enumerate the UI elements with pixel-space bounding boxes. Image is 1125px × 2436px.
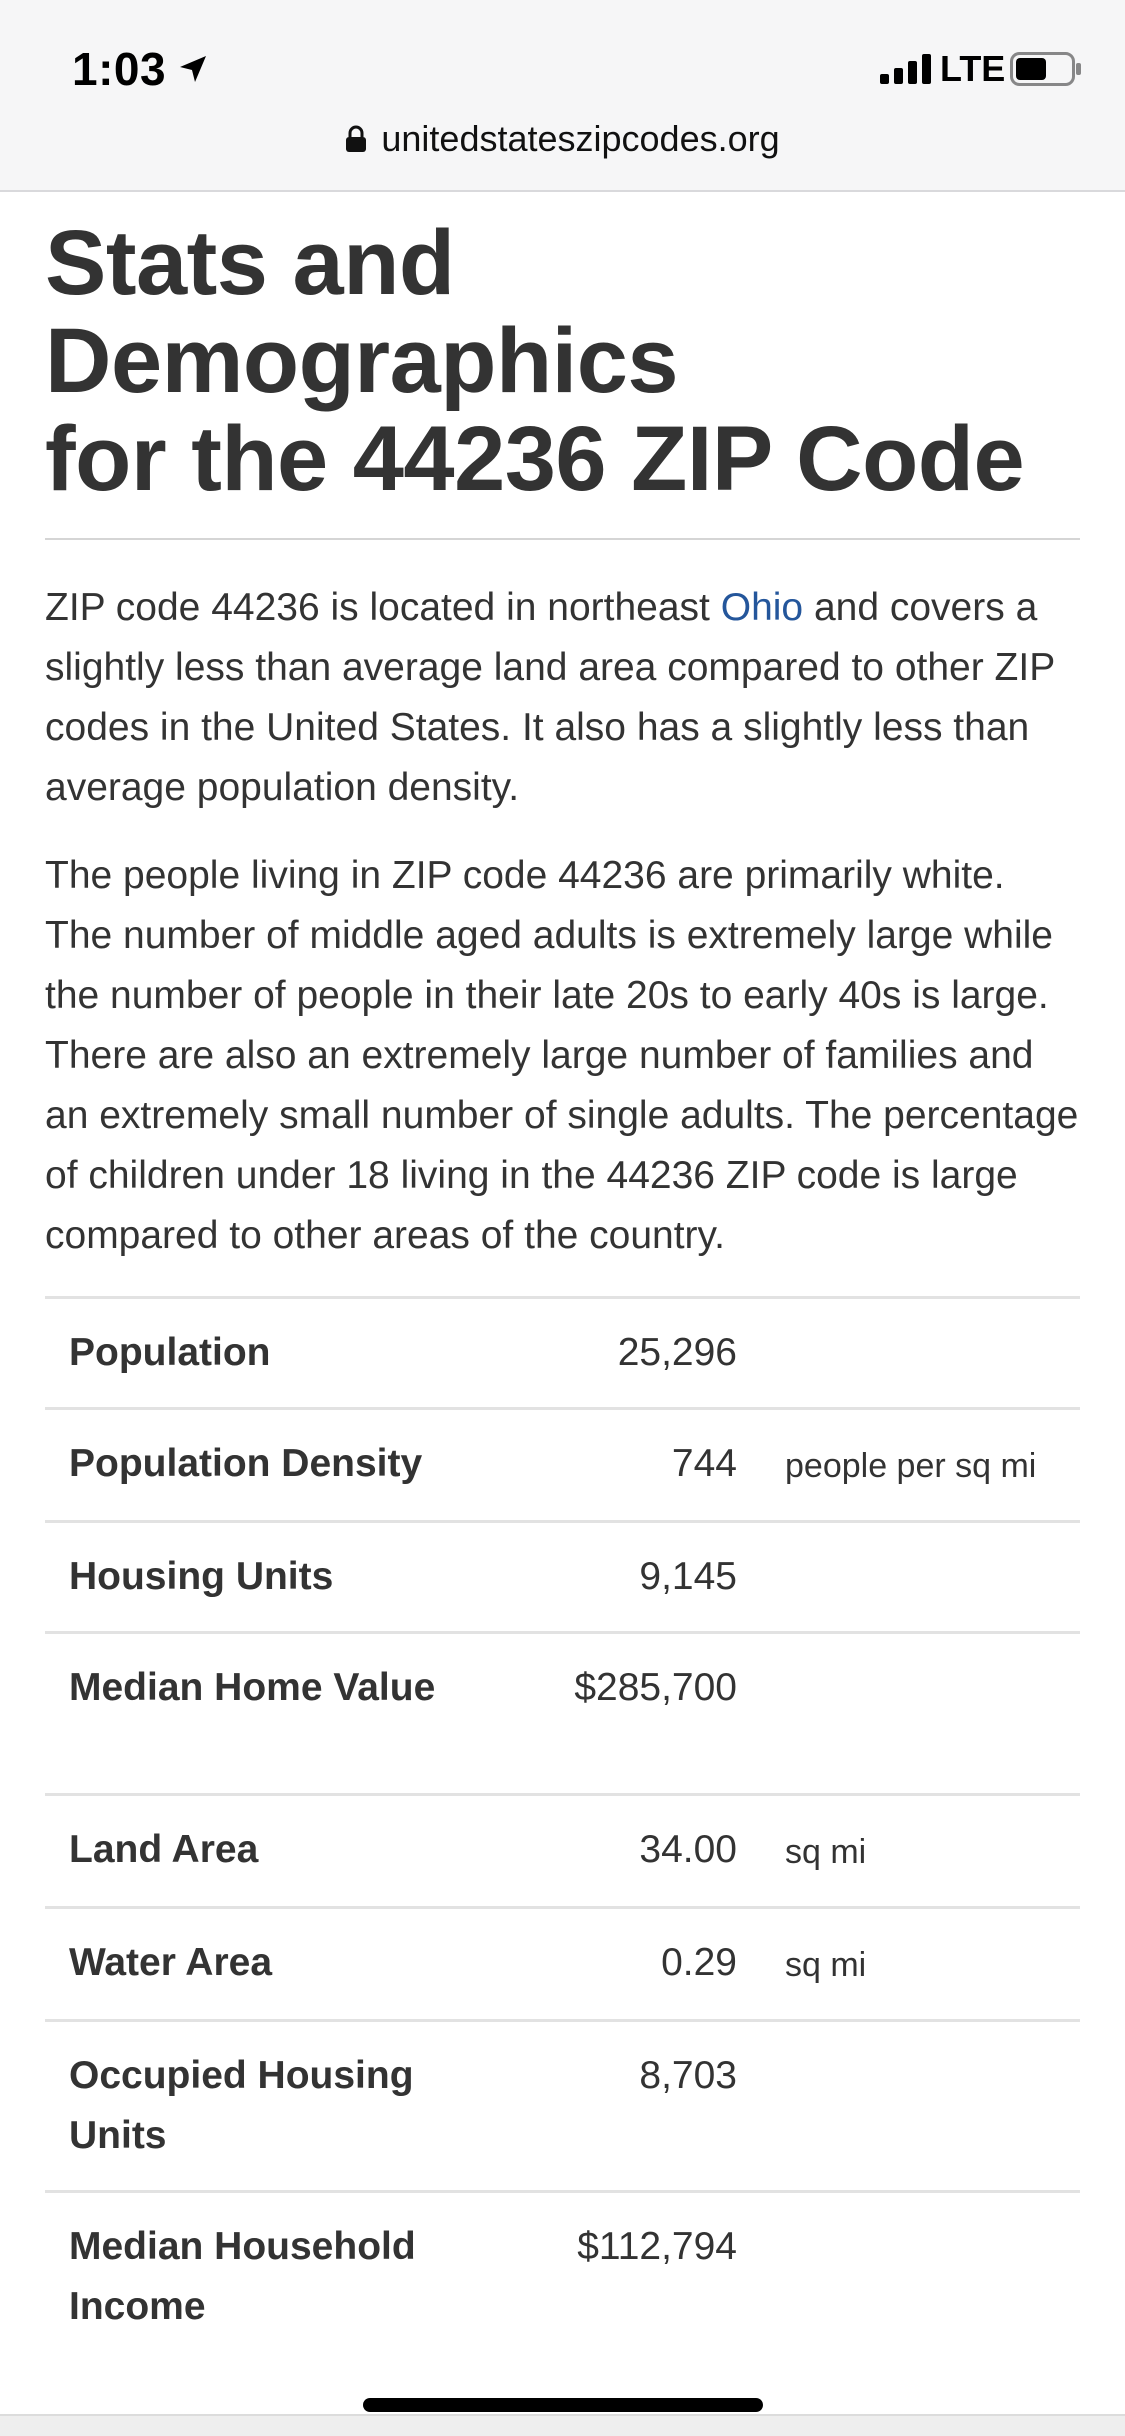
page-title: Stats and Demographics for the 44236 ZIP… [45,214,1080,508]
battery-icon [1010,52,1081,86]
stat-unit [737,1631,1080,1742]
stat-label: Land Area [45,1792,515,1907]
page-title-line-2: for the 44236 ZIP Code [45,408,1025,510]
stat-label: Water Area [45,1905,515,2020]
title-divider [45,538,1080,540]
stat-value: $112,794 [515,2189,737,2361]
home-indicator[interactable] [363,2398,763,2412]
page-title-line-1: Stats and Demographics [45,212,679,412]
lock-icon [346,125,367,152]
stat-unit: people per sq mi [737,1407,1080,1522]
stats-row: Occupied Housing Units 8,703 [45,2018,1080,2191]
status-time: 1:03 [72,43,167,95]
network-label: LTE [940,48,1006,89]
stats-row: Median Household Income $112,794 [45,2189,1080,2361]
stats-spacer-cell [45,1742,1080,1794]
stats-row: Housing Units 9,145 [45,1520,1080,1633]
stat-unit: sq mi [737,1905,1080,2020]
stat-value: 34.00 [515,1792,737,1907]
stats-spacer [45,1742,1080,1794]
page-content: Stats and Demographics for the 44236 ZIP… [45,192,1080,2361]
demographics-paragraph: The people living in ZIP code 44236 are … [45,854,1079,1257]
stat-unit: sq mi [737,1792,1080,1907]
stat-value: 0.29 [515,1905,737,2020]
url-text: unitedstateszipcodes.org [381,118,780,159]
stat-value: 25,296 [515,1296,737,1409]
stats-table: Population 25,296 Population Density 744 peo… [45,1296,1080,2361]
address-bar[interactable]: unitedstateszipcodes.org [0,118,1125,160]
stat-value: 8,703 [515,2018,737,2191]
intro-text-after-link: and covers a slightly less than average … [45,586,1055,809]
stats-row: Land Area 34.00 sq mi [45,1792,1080,1907]
stat-label: Population Density [45,1407,515,1522]
intro-text-before-link: ZIP code 44236 is located in northeast [45,586,721,629]
stat-label: Median Home Value [45,1631,515,1742]
stat-label: Housing Units [45,1520,515,1633]
status-and-address-bar: 1:03 LTE unitedstateszipcodes.org [0,0,1125,192]
stat-unit [737,2189,1080,2361]
bottom-toolbar-edge [0,2414,1125,2436]
location-arrow-icon [180,56,206,82]
stats-row: Median Home Value $285,700 [45,1631,1080,1742]
stat-value: $285,700 [515,1631,737,1742]
stats-row: Population 25,296 [45,1296,1080,1409]
stats-row: Population Density 744 people per sq mi [45,1407,1080,1522]
stat-label: Occupied Housing Units [45,2018,515,2191]
stat-label: Median Household Income [45,2189,515,2361]
stat-label: Population [45,1296,515,1409]
stat-unit [737,1520,1080,1633]
intro-paragraph: ZIP code 44236 is located in northeast O… [45,578,1080,818]
signal-bars-icon [880,54,931,84]
stats-table-body: Population 25,296 Population Density 744 peo… [45,1296,1080,2361]
ohio-link[interactable]: Ohio [720,586,804,629]
stat-value: 9,145 [515,1520,737,1633]
stat-value: 744 [515,1407,737,1522]
stat-unit [737,2018,1080,2191]
stat-unit [737,1296,1080,1409]
stats-row: Water Area 0.29 sq mi [45,1905,1080,2020]
